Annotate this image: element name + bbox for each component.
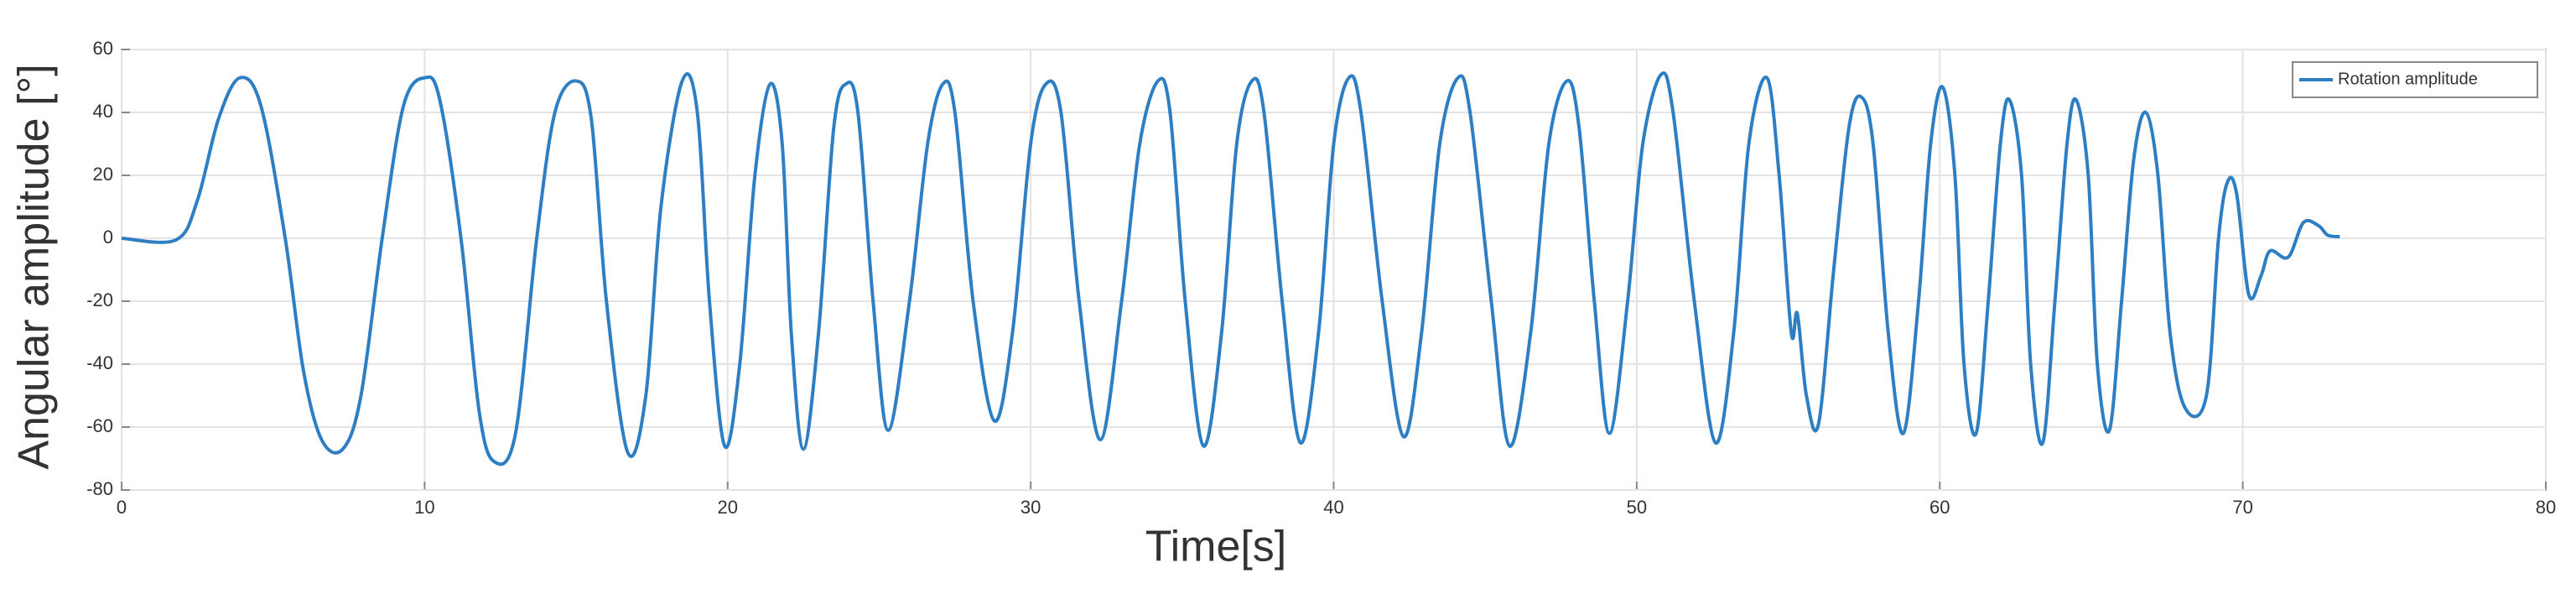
y-tick-label: 40 (93, 101, 113, 122)
x-tick-label: 20 (718, 497, 738, 518)
x-tick-label: 60 (1929, 497, 1950, 518)
y-tick-label: -60 (86, 415, 113, 436)
x-tick-label: 10 (414, 497, 434, 518)
legend: Rotation amplitude (2292, 61, 2538, 98)
series-line (121, 71, 2340, 467)
x-tick-label: 40 (1323, 497, 1343, 518)
grid: 0 10 20 30 40 50 60 70 80 -80 -60 -40 -20 0 20 40 60 (86, 38, 2556, 518)
x-tick-label: 70 (2232, 497, 2252, 518)
x-axis-label: Time[s] (1145, 523, 1287, 571)
marks (121, 71, 2340, 467)
y-tick-label: 20 (93, 164, 113, 185)
legend-label: Rotation amplitude (2338, 70, 2478, 88)
y-tick-label: -20 (86, 289, 113, 310)
y-tick-label: -80 (86, 478, 113, 499)
y-tick-label: 0 (103, 227, 113, 248)
y-axis-label: Angular amplitude [°] (10, 64, 59, 469)
legend-box (2292, 61, 2538, 98)
y-tick-label: -40 (86, 352, 113, 373)
y-tick-label: 60 (93, 38, 113, 59)
x-tick-label: 30 (1021, 497, 1041, 518)
x-tick-label: 50 (1627, 497, 1647, 518)
x-tick-label: 0 (117, 497, 127, 518)
x-tick-label: 80 (2536, 497, 2556, 518)
